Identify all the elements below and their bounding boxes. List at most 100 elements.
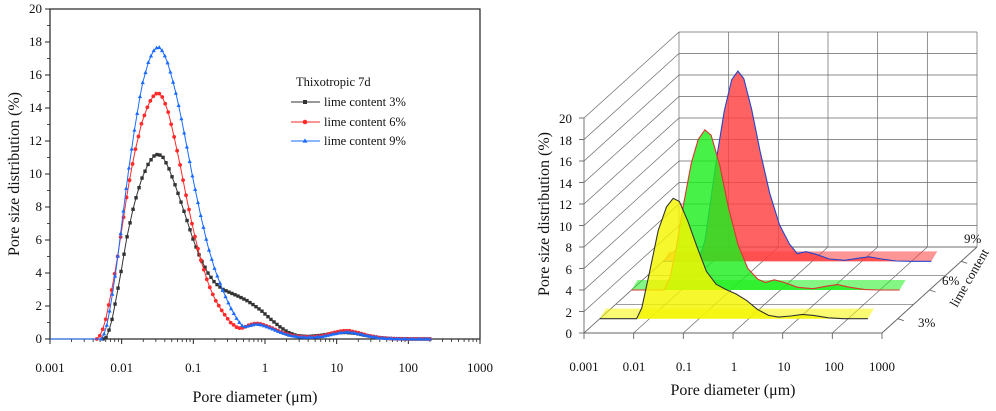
data-point <box>226 300 231 305</box>
data-point <box>281 331 286 335</box>
data-point <box>311 334 317 339</box>
series-9pct <box>50 45 433 341</box>
data-point <box>220 288 225 292</box>
data-point <box>263 312 267 316</box>
data-point <box>287 331 291 335</box>
y-tick-label-0: 0 <box>36 331 43 346</box>
data-point <box>397 336 402 341</box>
data-point <box>284 329 288 333</box>
data-point <box>367 333 372 338</box>
data-point <box>219 308 224 313</box>
data-point <box>233 293 237 297</box>
y-tick-label-5: 10 <box>29 166 42 181</box>
data-point <box>309 335 314 339</box>
data-point <box>103 317 108 322</box>
side-wall-gridline <box>583 31 680 119</box>
data-point <box>201 267 206 272</box>
x-tick-label-2: 0.1 <box>185 360 201 375</box>
data-point <box>386 336 391 340</box>
x-axis-label-3d: Pore diameter (μm) <box>671 382 796 399</box>
data-point <box>262 323 267 328</box>
y3-tick-label-7: 14 <box>559 176 573 191</box>
data-point <box>383 336 388 340</box>
data-point <box>140 80 145 85</box>
data-point <box>193 187 198 191</box>
data-point <box>159 48 165 53</box>
data-point <box>172 134 177 139</box>
data-point <box>317 334 322 339</box>
ribbon-base <box>599 308 874 319</box>
data-point <box>154 91 159 96</box>
data-point <box>151 48 156 53</box>
data-point <box>199 258 203 263</box>
data-point <box>230 291 234 296</box>
data-point <box>185 218 189 223</box>
x-tick-label-1: 0.01 <box>110 360 133 375</box>
chart-3d: 0 2 4 6 8 10 12 14 16 18 20 0.001 0.01 0… <box>536 31 992 399</box>
data-point <box>414 336 419 341</box>
data-point <box>356 331 361 336</box>
data-point <box>286 332 292 337</box>
y3-tick-label-6: 12 <box>559 197 572 212</box>
data-point <box>97 333 102 338</box>
data-point <box>402 336 408 341</box>
tick-marks-2d <box>45 8 481 344</box>
y-tick-label-10: 20 <box>29 1 42 16</box>
chart-2d: 0 2 4 6 8 10 12 14 16 18 20 0.001 0.01 0… <box>6 1 493 406</box>
data-point <box>425 336 430 341</box>
data-point <box>347 329 352 334</box>
data-point <box>146 60 151 65</box>
data-point <box>234 325 239 330</box>
data-point <box>107 328 111 332</box>
data-point <box>130 162 135 166</box>
data-point <box>173 90 178 95</box>
data-point <box>110 291 115 296</box>
ribbon-3pct <box>599 197 874 320</box>
data-point <box>275 322 279 327</box>
data-point <box>158 153 162 157</box>
z3-tick-label-1: 6% <box>942 273 960 288</box>
data-point <box>135 111 140 115</box>
data-point <box>251 302 255 307</box>
data-point <box>231 311 236 316</box>
data-point <box>269 317 273 322</box>
data-point <box>405 336 410 341</box>
data-point <box>170 175 174 179</box>
y3-tick-label-3: 6 <box>566 262 573 277</box>
data-point <box>139 121 144 126</box>
ribbon-outline <box>631 128 900 291</box>
data-point <box>223 294 228 299</box>
x-tick-label-4: 10 <box>330 360 343 375</box>
data-point <box>427 336 433 341</box>
data-point <box>171 79 176 84</box>
side-wall-gridline <box>583 74 680 162</box>
data-point <box>101 337 105 341</box>
data-point <box>179 200 183 204</box>
data-point <box>125 235 129 239</box>
data-point <box>217 280 223 285</box>
data-point <box>389 336 394 341</box>
data-point <box>104 322 109 327</box>
data-point <box>234 316 239 320</box>
data-point <box>256 322 261 327</box>
data-point <box>178 163 182 167</box>
data-point <box>215 273 220 278</box>
data-point <box>182 209 186 213</box>
data-point <box>184 144 190 149</box>
x-tick-label-5: 100 <box>399 360 419 375</box>
data-point <box>306 334 311 339</box>
ribbon-outline <box>599 197 868 320</box>
data-point <box>206 271 210 275</box>
data-point <box>137 186 141 190</box>
y-tick-label-2: 4 <box>36 265 43 280</box>
legend-label-3pct: lime content 3% <box>324 95 406 109</box>
series-6pct <box>50 91 432 341</box>
data-point <box>99 336 104 341</box>
data-point <box>124 186 129 191</box>
data-point <box>113 273 118 278</box>
y3-tick-label-8: 16 <box>559 154 573 169</box>
data-point <box>166 110 171 115</box>
y-tick-label-3: 6 <box>36 232 43 247</box>
data-point <box>207 285 212 290</box>
